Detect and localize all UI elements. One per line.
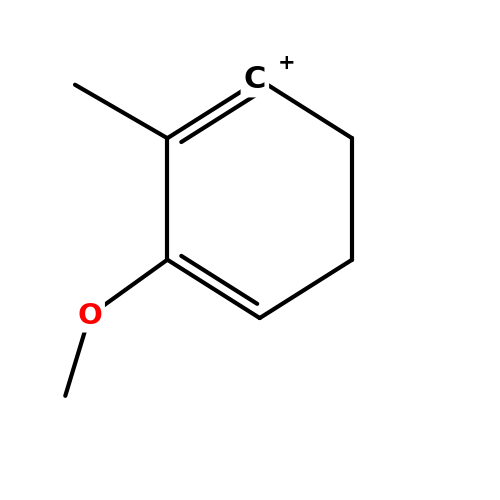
Text: C: C: [244, 66, 266, 94]
Text: +: +: [278, 53, 295, 73]
Text: O: O: [77, 302, 102, 330]
